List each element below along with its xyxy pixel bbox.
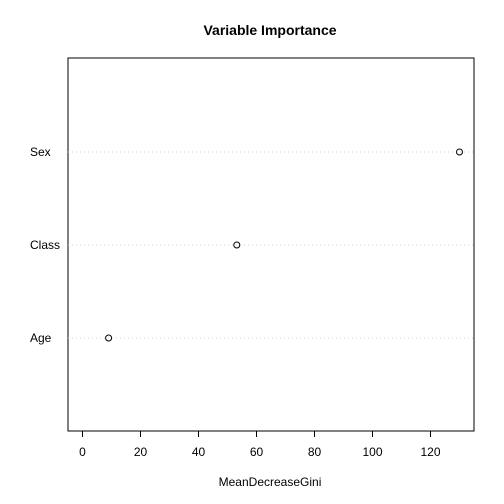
x-tick-label-120: 120 (420, 445, 440, 459)
x-tick-label-40: 40 (192, 445, 206, 459)
category-label-class: Class (30, 238, 60, 252)
data-point-age (105, 334, 113, 342)
category-labels: Sex Class Age (30, 145, 60, 345)
x-tick-label-0: 0 (79, 445, 86, 459)
data-points (105, 148, 463, 342)
category-label-age: Age (30, 331, 52, 345)
x-axis-title: MeanDecreaseGini (219, 475, 322, 489)
x-tick-label-80: 80 (308, 445, 322, 459)
data-point-class (233, 241, 241, 249)
data-point-sex (456, 148, 463, 156)
x-tick-label-60: 60 (250, 445, 264, 459)
chart-title: Variable Importance (203, 22, 336, 38)
x-tick-label-20: 20 (134, 445, 148, 459)
guide-lines (68, 151, 474, 339)
category-label-sex: Sex (30, 145, 51, 159)
x-axis: 0 20 40 60 80 100 120 (79, 430, 441, 459)
x-tick-label-100: 100 (362, 445, 382, 459)
